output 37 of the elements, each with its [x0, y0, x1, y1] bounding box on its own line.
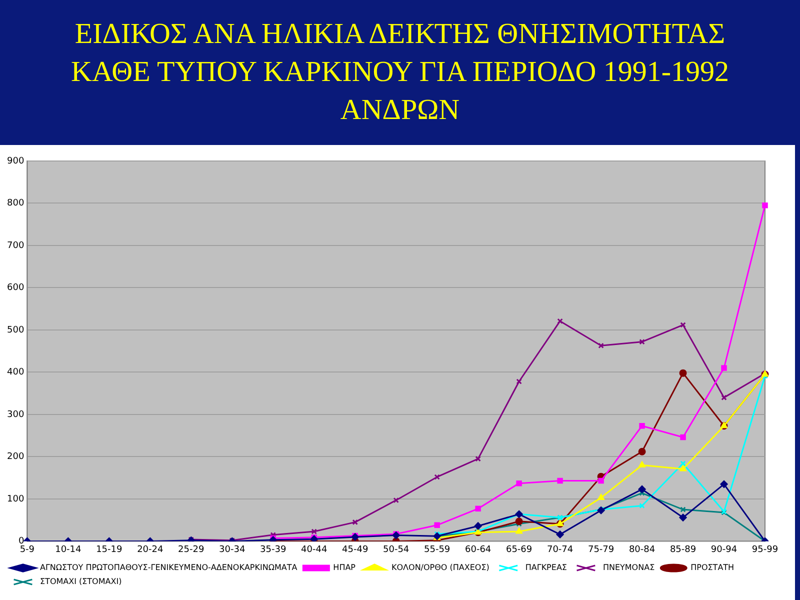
y-tick-label: 300 [6, 410, 24, 420]
x-tick-label: 15-19 [96, 544, 123, 555]
x-tick-label: 65-69 [506, 544, 532, 555]
x-tick-label: 30-34 [219, 544, 246, 555]
x-tick-label: 75-79 [588, 544, 614, 555]
y-tick-label: 600 [6, 283, 24, 294]
legend-label: ΗΠΑΡ [333, 563, 356, 572]
x-tick-label: 95-99 [752, 544, 778, 555]
legend-label: ΠΝΕΥΜΟΝΑΣ [602, 563, 655, 572]
x-tick-label: 40-44 [301, 544, 328, 555]
x-tick-label: 45-49 [342, 544, 368, 555]
x-tick-label: 20-24 [137, 544, 164, 555]
y-tick-label: 700 [6, 240, 24, 251]
y-tick-label: 400 [6, 368, 24, 378]
x-tick-label: 5-9 [20, 544, 35, 555]
x-tick-label: 70-74 [546, 544, 574, 555]
legend-label: ΚΟΛΟΝ/ΟΡΘΟ (ΠΑΧΕΟΣ) [392, 563, 490, 572]
y-tick-label: 0 [18, 536, 24, 547]
y-tick-label: 100 [6, 494, 24, 504]
legend-label: ΠΡΟΣΤΑΤΗ [690, 563, 734, 572]
y-tick-label: 800 [6, 198, 24, 209]
x-tick-label: 55-59 [424, 544, 450, 555]
legend-label: ΣΤΟΜΑΧΙ (ΣΤΟΜΑΧΙ) [40, 577, 122, 586]
y-tick-label: 900 [6, 156, 24, 166]
x-tick-label: 80-84 [628, 544, 656, 555]
x-tick-label: 60-64 [464, 544, 492, 555]
x-tick-label: 10-14 [55, 544, 82, 555]
x-tick-label: 35-39 [260, 544, 286, 555]
x-tick-label: 25-29 [178, 544, 204, 555]
x-tick-label: 85-89 [670, 544, 696, 555]
y-tick-label: 500 [6, 325, 24, 336]
legend-label: ΑΓΝΩΣΤΟΥ ΠΡΩΤΟΠΑΘΟΥΣ-ΓΕΝΙΚΕΥΜΕΝΟ-ΑΔΕΝΟΚΑΡΚΙΝΩΜΑΤΑ [40, 563, 298, 572]
y-tick-label: 200 [6, 452, 24, 462]
x-tick-label: 50-54 [383, 544, 410, 555]
x-tick-label: 90-94 [710, 544, 738, 555]
chart-title: ΕΙΔΙΚΟΣ ΑΝΑ ΗΛΙΚΙΑ ΔΕΙΚΤΗΣ ΘΝΗΣΙΜΟΤΗΤΑΣ ΚΑΘΕ ΤΥΠΟΥ ΚΑΡΚΙΝΟΥ ΓΙΑ ΠΕΡΙΟΔΟ 1991-1992 ΑΝΔΡΩΝ [70, 16, 730, 128]
legend-label: ΠΑΓΚΡΕΑΣ [525, 563, 567, 572]
